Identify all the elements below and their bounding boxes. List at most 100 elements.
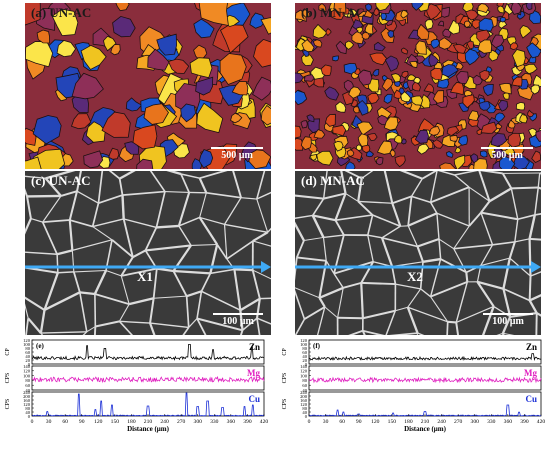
grain-boundary — [149, 322, 156, 335]
series-line — [308, 353, 542, 361]
grain-boundary — [44, 177, 62, 197]
grain — [198, 148, 214, 169]
y-tick-label: 200 — [23, 394, 31, 399]
grain — [452, 43, 467, 54]
grain-boundary — [25, 175, 46, 180]
ebsd-grain-map-b — [295, 3, 541, 169]
grain-boundary — [322, 171, 328, 199]
grain — [406, 74, 417, 81]
y-tick-label: 120 — [300, 338, 308, 343]
grain-boundary — [446, 321, 449, 335]
grain — [260, 104, 271, 126]
grain-boundary — [42, 195, 62, 223]
grain — [456, 70, 469, 85]
grain — [376, 156, 384, 166]
x-tick-label: 360 — [227, 419, 236, 425]
grain-boundary — [27, 317, 42, 334]
grain — [367, 92, 380, 104]
grain-boundary — [27, 194, 62, 198]
grain — [300, 120, 308, 129]
x-tick-label: 120 — [371, 419, 380, 425]
x-tick-label: 360 — [504, 419, 513, 425]
grain — [393, 89, 402, 99]
grain-boundary — [199, 192, 207, 218]
grain — [231, 80, 249, 96]
grain-boundary — [407, 196, 413, 226]
grain-boundary — [26, 196, 32, 219]
grain — [335, 101, 347, 113]
x-tick-label: 30 — [46, 419, 52, 425]
grain — [439, 162, 457, 169]
series-name: Mg — [247, 368, 260, 378]
grain-boundary — [119, 320, 151, 324]
grain-boundary — [429, 171, 438, 203]
grain — [416, 143, 430, 155]
grain-boundary — [209, 244, 219, 274]
grain — [428, 53, 440, 67]
grain-boundary — [380, 237, 394, 267]
grain — [519, 114, 528, 124]
grain — [316, 150, 334, 166]
grain — [525, 3, 533, 11]
grain — [303, 74, 315, 82]
grain — [335, 40, 348, 55]
grain-boundary — [156, 224, 179, 229]
grain-boundary — [295, 221, 305, 242]
grain-boundary — [132, 249, 146, 259]
grain-boundary — [324, 306, 338, 319]
scale-bar-c: 100 µm — [213, 313, 263, 327]
y-axis-label: CP — [282, 348, 288, 356]
grain-boundary — [233, 269, 242, 311]
x-axis-label: Distance (μm) — [404, 425, 447, 433]
grain — [196, 102, 224, 134]
scale-bar-a-label: 500 µm — [221, 150, 253, 161]
grain-boundary — [454, 171, 478, 176]
grain — [524, 63, 538, 75]
grain-boundary — [172, 270, 188, 297]
grain-boundary — [534, 187, 539, 216]
grain-boundary — [529, 293, 541, 302]
grain-boundary — [295, 257, 298, 281]
grain-boundary — [119, 171, 136, 180]
grain — [415, 40, 427, 55]
y-tick-label: 40 — [302, 354, 307, 359]
sem-micrograph-c — [25, 171, 271, 335]
grain-boundary — [123, 218, 157, 229]
grain-boundary — [252, 240, 271, 247]
grain-boundary — [468, 212, 482, 227]
grain-boundary — [366, 214, 374, 236]
series-line — [31, 343, 265, 361]
grain-boundary — [256, 318, 261, 335]
grain — [458, 135, 469, 146]
x-tick-label: 390 — [243, 419, 252, 425]
x-tick-label: 0 — [31, 419, 34, 425]
grain-boundary — [319, 286, 344, 299]
panel-a-ebsd-map: (a) UN-AC 500 µm — [25, 3, 271, 169]
grain — [353, 106, 360, 114]
grain — [313, 77, 325, 88]
grain — [490, 34, 505, 49]
grain-boundary — [92, 226, 113, 241]
y-tick-label: 120 — [300, 402, 308, 407]
grain-boundary — [296, 256, 327, 262]
grain-boundary — [73, 269, 107, 273]
panel-c-sem-image: (c) UN-AC X1 100 µm — [25, 171, 271, 335]
grain-boundary — [118, 303, 130, 322]
grain-boundary — [480, 244, 494, 266]
grain-boundary — [95, 320, 120, 328]
y-tick-label: 20 — [302, 358, 307, 363]
grain-boundary — [144, 227, 158, 251]
y-tick-label: 80 — [25, 346, 30, 351]
grain — [167, 58, 190, 74]
grain-boundary — [82, 331, 88, 335]
grain — [532, 74, 541, 88]
grain — [110, 44, 121, 56]
grain — [477, 3, 490, 14]
grain — [499, 155, 516, 169]
grain — [394, 134, 403, 144]
grain-boundary — [537, 172, 541, 188]
grain-boundary — [391, 202, 402, 227]
grain — [423, 83, 435, 93]
grain — [70, 113, 92, 130]
grain-boundary — [105, 239, 113, 271]
